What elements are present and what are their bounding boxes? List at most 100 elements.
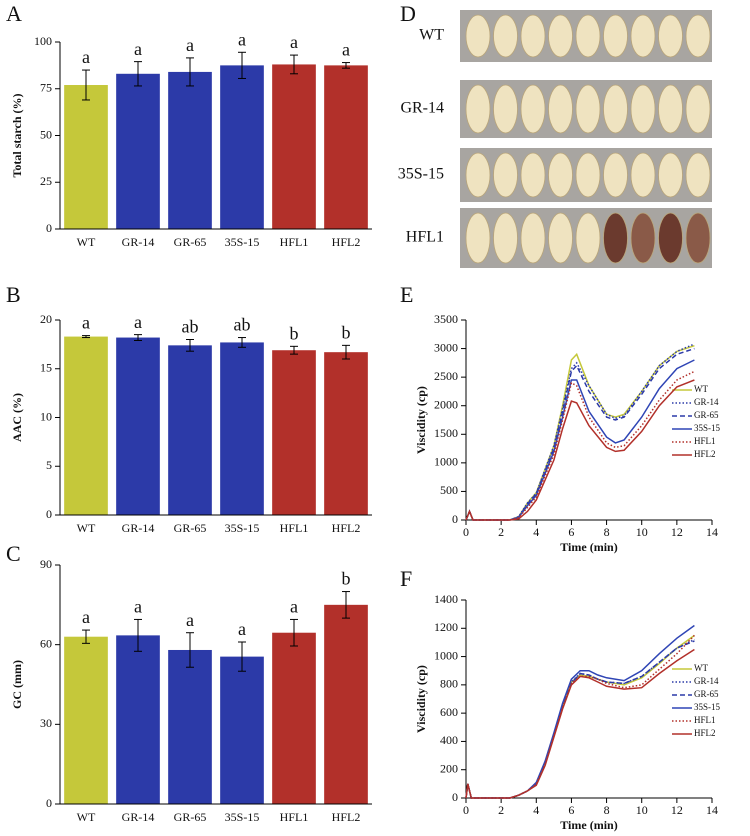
legend-label: 35S-15 [694, 423, 721, 433]
x-tick-label: 6 [568, 803, 574, 817]
x-tick-label: 35S-15 [225, 235, 260, 249]
line-series [465, 347, 695, 521]
legend-label: HFL1 [694, 436, 716, 446]
error-bar [134, 334, 142, 341]
x-tick-label: HFL1 [280, 810, 309, 824]
significance-letter: a [82, 607, 90, 627]
y-tick-label: 1000 [434, 455, 458, 469]
x-tick-label: 8 [604, 803, 610, 817]
bar [116, 635, 160, 804]
significance-letter: b [290, 323, 299, 343]
rice-grain [575, 14, 601, 58]
x-tick-label: WT [77, 810, 96, 824]
rice-grain [575, 84, 601, 134]
x-tick-label: 0 [463, 803, 469, 817]
y-axis-label: Total starch (%) [10, 93, 24, 177]
x-tick-label: 10 [636, 525, 648, 539]
bar [168, 345, 212, 515]
error-bar [342, 62, 350, 69]
legend-label: WT [694, 384, 708, 394]
panel-label: B [6, 282, 21, 307]
line-series [465, 634, 695, 799]
y-tick-label: 30 [40, 716, 52, 730]
x-tick-label: 12 [671, 803, 683, 817]
rice-grain [603, 152, 628, 198]
error-bar [290, 345, 298, 355]
rice-grain [685, 152, 711, 198]
x-tick-label: 4 [533, 803, 539, 817]
y-tick-label: 800 [440, 677, 458, 691]
y-axis-label: Viscidity (cp) [414, 665, 428, 733]
error-bar [82, 629, 90, 644]
y-tick-label: 100 [34, 34, 52, 48]
x-tick-label: WT [77, 521, 96, 535]
rice-grain [658, 14, 683, 58]
significance-letter: a [134, 312, 142, 332]
rice-grain [465, 84, 491, 134]
significance-letter: a [238, 29, 246, 49]
legend-label: GR-65 [694, 689, 719, 699]
y-tick-label: 500 [440, 483, 458, 497]
x-tick-label: 0 [463, 525, 469, 539]
error-bar [186, 632, 194, 668]
rice-grain [630, 84, 656, 134]
bar [116, 337, 160, 515]
y-tick-label: 75 [40, 81, 52, 95]
bar [324, 65, 368, 229]
row-label: WT [419, 27, 444, 44]
x-tick-label: 10 [636, 803, 648, 817]
y-tick-label: 600 [440, 705, 458, 719]
rice-grain [520, 152, 546, 198]
y-tick-label: 5 [46, 458, 52, 472]
panel-label: A [6, 1, 22, 26]
legend-label: HFL2 [694, 728, 716, 738]
x-tick-label: 35S-15 [225, 810, 260, 824]
rice-grain [465, 152, 491, 198]
legend-label: GR-14 [694, 397, 719, 407]
y-tick-label: 20 [40, 312, 52, 326]
rice-grain [685, 14, 711, 58]
rice-grain [548, 14, 573, 58]
y-tick-label: 0 [46, 507, 52, 521]
bar [220, 656, 264, 804]
line-series [465, 648, 695, 799]
bar [116, 73, 160, 229]
row-label: HFL1 [406, 229, 444, 246]
rice-grain [548, 84, 573, 134]
rice-grain [630, 212, 656, 264]
x-tick-label: 4 [533, 525, 539, 539]
x-tick-label: 14 [706, 525, 718, 539]
significance-letter: a [342, 40, 350, 60]
rice-grain [603, 212, 628, 264]
y-axis-label: AAC (%) [10, 393, 24, 442]
significance-letter: a [290, 32, 298, 52]
significance-letter: a [134, 597, 142, 617]
error-bar [290, 618, 298, 647]
bar [168, 71, 212, 229]
y-tick-label: 90 [40, 557, 52, 571]
legend-label: GR-65 [694, 410, 719, 420]
x-tick-label: HFL2 [332, 235, 361, 249]
x-tick-label: WT [77, 235, 96, 249]
bar [64, 85, 108, 229]
line-series [465, 634, 695, 799]
line-series [465, 359, 695, 521]
bar [272, 632, 316, 804]
y-tick-label: 0 [46, 796, 52, 810]
rice-grain [603, 84, 628, 134]
rice-grain [493, 14, 518, 58]
significance-letter: a [82, 47, 90, 67]
bar [272, 350, 316, 515]
x-tick-label: HFL2 [332, 521, 361, 535]
significance-letter: a [186, 35, 194, 55]
significance-letter: ab [234, 315, 251, 335]
rice-grain [575, 212, 601, 264]
rice-grain [630, 14, 656, 58]
x-tick-label: 6 [568, 525, 574, 539]
bar [272, 64, 316, 229]
y-tick-label: 50 [40, 127, 52, 141]
row-label: 35S-15 [398, 166, 444, 183]
bar [64, 636, 108, 804]
error-bar [238, 337, 246, 348]
